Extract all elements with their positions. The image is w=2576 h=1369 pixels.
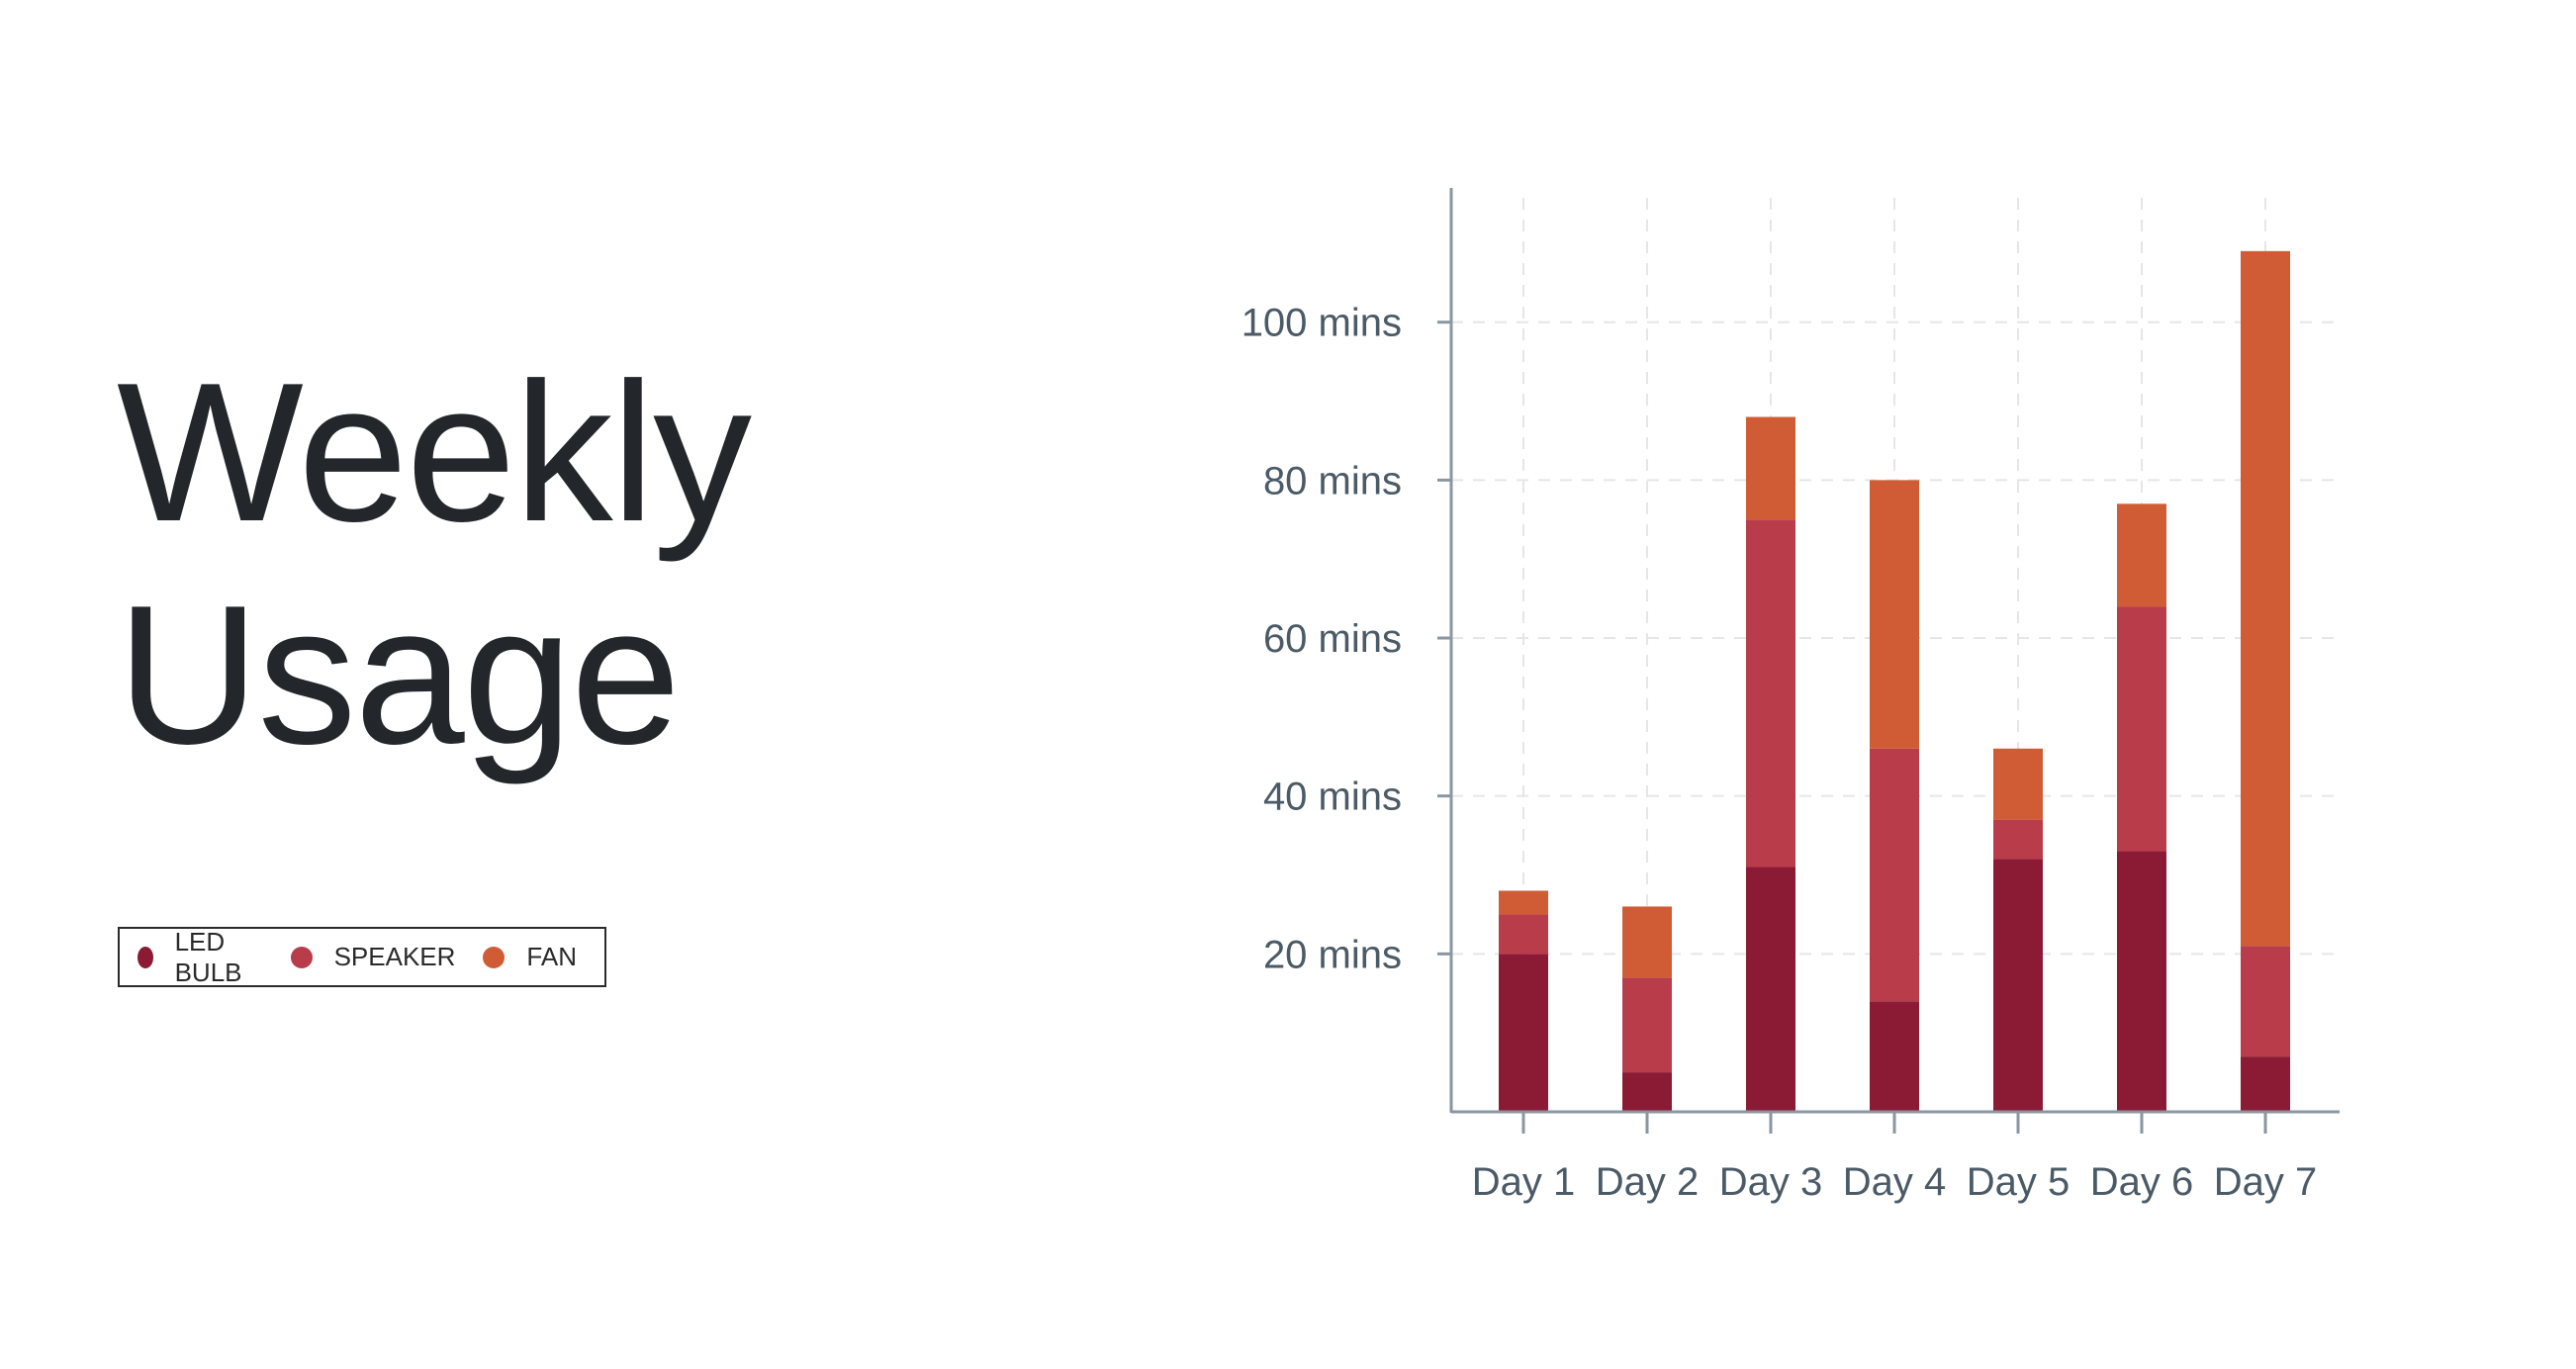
bar-fan-day-5 [1993, 748, 2043, 820]
y-tick-label: 100 mins [1242, 302, 1402, 345]
bar-fan-day-6 [2117, 503, 2166, 607]
y-tick-label: 20 mins [1263, 933, 1402, 976]
bar-led-bulb-day-7 [2241, 1056, 2290, 1112]
bar-fan-day-4 [1870, 480, 1919, 749]
y-tick-label: 40 mins [1263, 776, 1402, 819]
bar-led-bulb-day-5 [1993, 859, 2043, 1112]
y-tick-label: 60 mins [1263, 617, 1402, 661]
legend-item-led-bulb: LED BULB [138, 927, 263, 988]
bar-speaker-day-1 [1499, 914, 1548, 955]
bar-led-bulb-day-4 [1870, 1001, 1919, 1112]
legend-swatch [290, 946, 313, 968]
title-line-2: Usage [117, 565, 681, 785]
legend-item-fan: FAN [483, 942, 577, 972]
x-tick-label: Day 1 [1472, 1160, 1576, 1204]
chart-legend: LED BULB SPEAKER FAN [118, 927, 606, 987]
x-tick-label: Day 4 [1843, 1160, 1947, 1204]
bar-speaker-day-3 [1746, 519, 1795, 867]
y-tick-label: 80 mins [1263, 459, 1402, 502]
bar-fan-day-1 [1499, 890, 1548, 915]
x-tick-label: Day 5 [1967, 1160, 2070, 1204]
bar-fan-day-7 [2241, 250, 2290, 947]
bar-fan-day-3 [1746, 416, 1795, 520]
bar-speaker-day-5 [1993, 819, 2043, 860]
x-tick-label: Day 6 [2090, 1160, 2194, 1204]
bar-speaker-day-4 [1870, 748, 1919, 1002]
legend-label: SPEAKER [333, 942, 456, 971]
legend-swatch [138, 946, 153, 968]
bar-speaker-day-2 [1622, 977, 1672, 1073]
bar-fan-day-2 [1622, 906, 1672, 978]
page-title: Weekly Usage [117, 341, 752, 786]
bar-led-bulb-day-1 [1499, 954, 1548, 1112]
legend-swatch [483, 946, 506, 968]
bar-speaker-day-7 [2241, 946, 2290, 1057]
bar-led-bulb-day-2 [1622, 1072, 1672, 1112]
legend-label: LED BULB [174, 926, 242, 987]
title-line-1: Weekly [117, 342, 752, 563]
bar-speaker-day-6 [2117, 606, 2166, 852]
bar-led-bulb-day-6 [2117, 851, 2166, 1112]
bar-led-bulb-day-3 [1746, 867, 1795, 1112]
x-tick-label: Day 3 [1719, 1160, 1823, 1204]
x-tick-label: Day 7 [2214, 1160, 2318, 1204]
legend-item-speaker: SPEAKER [290, 942, 456, 972]
legend-label: FAN [526, 942, 577, 971]
x-tick-label: Day 2 [1596, 1160, 1700, 1204]
